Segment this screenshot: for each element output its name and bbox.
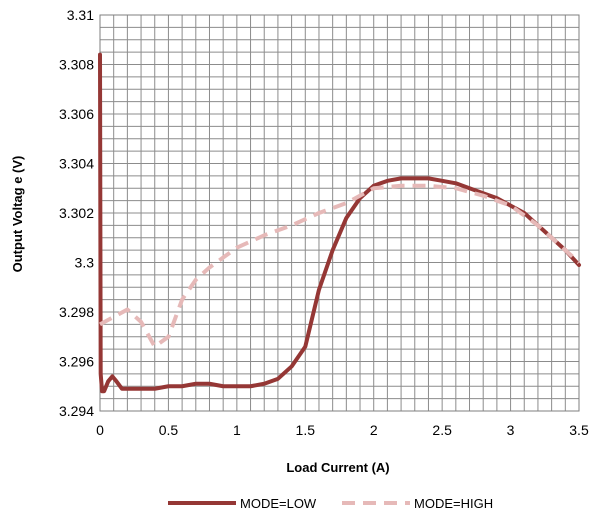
legend: MODE=LOW MODE=HIGH (168, 496, 493, 511)
x-tick-label: 0.5 (159, 422, 179, 438)
y-tick-label: 3.304 (59, 156, 94, 172)
series-lines (98, 52, 581, 394)
x-tick-label: 3 (507, 422, 515, 438)
grid (99, 14, 580, 412)
x-tick-label: 1.5 (296, 422, 316, 438)
x-tick-label: 2 (370, 422, 378, 438)
y-tick-label: 3.31 (67, 7, 94, 23)
legend-label: MODE=LOW (240, 496, 317, 511)
y-tick-label: 3.3 (75, 255, 95, 271)
y-tick-label: 3.298 (59, 304, 94, 320)
y-tick-label: 3.296 (59, 354, 94, 370)
x-tick-label: 1 (233, 422, 241, 438)
x-axis-title: Load Current (A) (286, 460, 389, 475)
series-line-mode-high (99, 183, 581, 349)
x-tick-label: 0 (96, 422, 104, 438)
y-tick-label: 3.302 (59, 205, 94, 221)
y-tick-label: 3.294 (59, 403, 94, 419)
y-tick-label: 3.306 (59, 106, 94, 122)
x-tick-label: 3.5 (569, 422, 589, 438)
y-axis-title: Output Voltag e (V) (10, 156, 25, 273)
series-line-mode-low (98, 52, 581, 394)
tick-labels: 0 0.5 1 1.5 2 2.5 3 3.5 3.294 3.296 3.298 3.3 3.302 3… (59, 7, 589, 438)
legend-label: MODE=HIGH (414, 496, 493, 511)
x-tick-label: 2.5 (432, 422, 452, 438)
y-tick-label: 3.308 (59, 57, 94, 73)
